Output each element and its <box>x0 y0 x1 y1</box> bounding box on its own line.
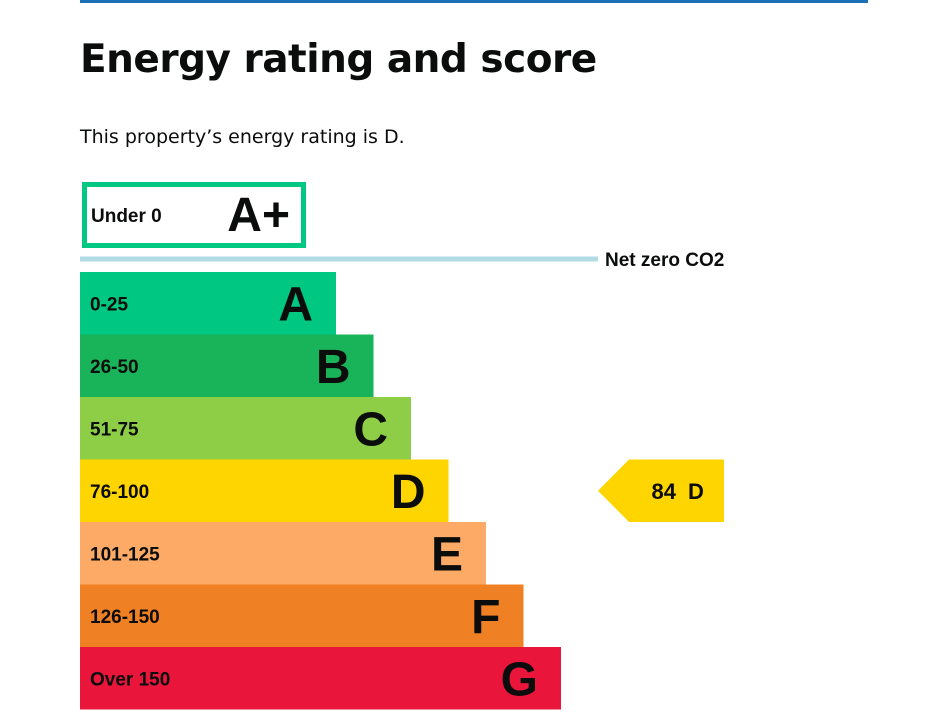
current-rating-arrow <box>598 459 724 522</box>
band-a <box>80 272 336 335</box>
band-f <box>80 584 524 647</box>
band-b-range: 26-50 <box>90 357 139 378</box>
band-f-range: 126-150 <box>90 607 160 628</box>
rating-summary: This property’s energy rating is D. <box>80 126 405 148</box>
band-c-letter: C <box>353 403 388 456</box>
current-rating-letter: D <box>688 479 704 504</box>
band-a-plus <box>82 182 306 248</box>
band-b-letter: B <box>316 341 351 394</box>
current-rating-score: 84 <box>652 479 677 504</box>
band-d <box>80 459 449 522</box>
band-g <box>80 647 561 710</box>
top-rule <box>80 0 868 3</box>
band-g-range: Over 150 <box>90 669 170 690</box>
band-a-letter: A <box>278 278 313 331</box>
band-a-range: 0-25 <box>90 294 128 315</box>
band-c <box>80 397 411 460</box>
band-a-plus-range: Under 0 <box>91 206 162 227</box>
band-d-range: 76-100 <box>90 482 149 503</box>
net-zero-label: Net zero CO2 <box>605 250 724 271</box>
band-c-range: 51-75 <box>90 419 139 440</box>
band-e <box>80 522 486 585</box>
band-b <box>80 334 374 397</box>
band-e-range: 101-125 <box>90 544 160 565</box>
band-f-letter: F <box>471 591 500 644</box>
band-d-letter: D <box>391 466 426 519</box>
band-a-plus-letter: A+ <box>227 189 290 242</box>
page-title: Energy rating and score <box>80 37 597 82</box>
band-g-letter: G <box>501 653 538 706</box>
band-e-letter: E <box>431 528 463 581</box>
